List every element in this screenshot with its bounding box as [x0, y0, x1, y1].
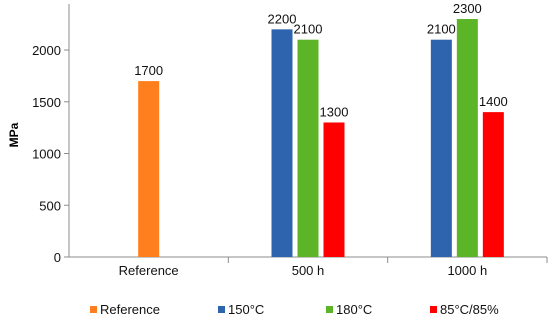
- bar: [430, 39, 452, 258]
- bar: [297, 39, 319, 258]
- data-label: 2300: [453, 1, 482, 16]
- legend-label: Reference: [100, 302, 160, 317]
- y-tick-label: 0: [54, 250, 61, 265]
- legend-item: 150°C: [218, 302, 264, 317]
- data-label: 2200: [268, 11, 297, 26]
- bar: [456, 19, 478, 257]
- bar-chart: MPa 0 500 1000 1500 2000 Reference 1700 500 h 22…: [7, 1, 548, 278]
- x-tick-label: 1000 h: [447, 263, 487, 278]
- legend-swatch: [218, 306, 225, 313]
- legend-label: 85°C/85%: [440, 302, 499, 317]
- bar: [271, 29, 293, 258]
- legend-label: 150°C: [228, 302, 265, 317]
- legend-swatch: [326, 306, 333, 313]
- legend: Reference 150°C 180°C 85°C/85%: [0, 302, 553, 322]
- y-tick-label: 500: [39, 198, 61, 213]
- x-tick-label: 500 h: [292, 263, 325, 278]
- legend-label: 180°C: [336, 302, 373, 317]
- data-label: 2100: [294, 22, 323, 37]
- bar: [323, 122, 345, 257]
- y-tick-label: 2000: [32, 43, 61, 58]
- bar: [482, 112, 504, 257]
- data-label: 2100: [427, 22, 456, 37]
- data-label: 1300: [320, 104, 349, 119]
- legend-item: Reference: [90, 302, 160, 317]
- x-tick-label: Reference: [119, 263, 179, 278]
- legend-swatch: [430, 306, 437, 313]
- y-tick-label: 1500: [32, 95, 61, 110]
- legend-item: 180°C: [326, 302, 372, 317]
- legend-item: 85°C/85%: [430, 302, 499, 317]
- data-label: 1400: [479, 94, 508, 109]
- y-axis-title: MPa: [7, 122, 21, 147]
- legend-swatch: [90, 306, 97, 313]
- data-label: 1700: [134, 63, 163, 78]
- y-tick-label: 1000: [32, 147, 61, 162]
- bar: [138, 81, 160, 257]
